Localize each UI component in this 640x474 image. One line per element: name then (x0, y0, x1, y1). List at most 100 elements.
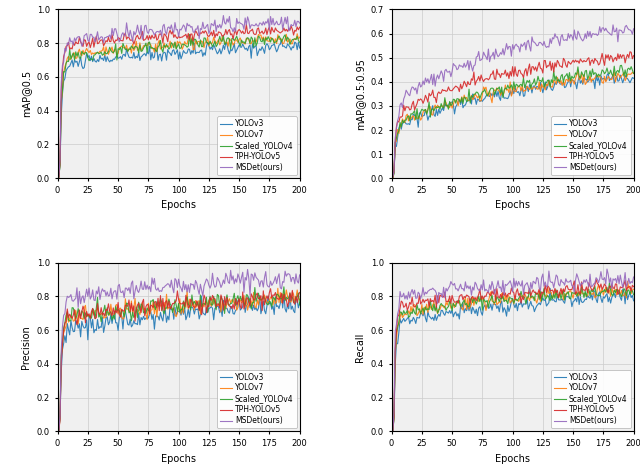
MSDet(ours) (70, 42, 77, 47)
Legend: YOLOv3, YOLOv7, Scaled_YOLOv4, TPH-YOLOv5, MSDet(ours): YOLOv3, YOLOv7, Scaled_YOLOv4, TPH-YOLOv… (551, 370, 630, 428)
YOLOv7 (65, 319, 72, 325)
Line: TPH-YOLOv5: TPH-YOLOv5 (393, 280, 634, 431)
YOLOv7 (55, 428, 63, 434)
YOLOv3 (285, 43, 292, 48)
YOLOv3 (611, 291, 618, 296)
MSDet(ours) (399, 105, 406, 110)
TPH-YOLOv5 (119, 38, 127, 44)
MSDet(ours) (276, 21, 284, 27)
YOLOv7 (389, 428, 397, 434)
TPH-YOLOv5 (243, 21, 250, 27)
Y-axis label: Precision: Precision (21, 325, 31, 369)
YOLOv7 (285, 298, 292, 304)
Scaled_YOLOv4 (280, 284, 288, 290)
TPH-YOLOv5 (434, 293, 442, 299)
MSDet(ours) (434, 301, 442, 306)
MSDet(ours) (609, 22, 617, 27)
Scaled_YOLOv4 (618, 63, 625, 68)
Line: YOLOv3: YOLOv3 (393, 288, 634, 431)
MSDet(ours) (296, 20, 303, 26)
YOLOv7 (618, 288, 625, 293)
MSDet(ours) (453, 67, 461, 73)
Scaled_YOLOv4 (296, 39, 303, 45)
Scaled_YOLOv4 (55, 428, 63, 434)
Scaled_YOLOv4 (100, 51, 108, 57)
TPH-YOLOv5 (70, 40, 77, 46)
YOLOv3 (275, 306, 283, 311)
Scaled_YOLOv4 (453, 299, 461, 305)
YOLOv3 (100, 58, 108, 64)
YOLOv7 (453, 98, 461, 103)
TPH-YOLOv5 (626, 49, 634, 55)
Scaled_YOLOv4 (619, 67, 627, 73)
Legend: YOLOv3, YOLOv7, Scaled_YOLOv4, TPH-YOLOv5, MSDet(ours): YOLOv3, YOLOv7, Scaled_YOLOv4, TPH-YOLOv… (551, 117, 630, 175)
Scaled_YOLOv4 (296, 302, 303, 308)
Line: YOLOv7: YOLOv7 (59, 34, 300, 177)
YOLOv7 (624, 278, 632, 284)
Scaled_YOLOv4 (285, 36, 292, 42)
TPH-YOLOv5 (55, 175, 63, 181)
Scaled_YOLOv4 (65, 59, 72, 64)
YOLOv7 (611, 69, 618, 75)
YOLOv3 (285, 306, 292, 312)
TPH-YOLOv5 (276, 30, 284, 36)
Legend: YOLOv3, YOLOv7, Scaled_YOLOv4, TPH-YOLOv5, MSDet(ours): YOLOv3, YOLOv7, Scaled_YOLOv4, TPH-YOLOv… (218, 370, 296, 428)
MSDet(ours) (55, 428, 63, 434)
YOLOv7 (630, 286, 637, 292)
YOLOv3 (65, 327, 72, 332)
MSDet(ours) (403, 90, 411, 95)
TPH-YOLOv5 (55, 428, 63, 434)
Line: YOLOv7: YOLOv7 (59, 288, 300, 431)
Line: TPH-YOLOv5: TPH-YOLOv5 (59, 289, 300, 431)
TPH-YOLOv5 (296, 290, 303, 295)
MSDet(ours) (285, 28, 292, 34)
YOLOv7 (65, 54, 72, 59)
YOLOv3 (399, 120, 406, 126)
Scaled_YOLOv4 (276, 36, 284, 41)
TPH-YOLOv5 (630, 53, 637, 58)
MSDet(ours) (65, 294, 72, 300)
Line: TPH-YOLOv5: TPH-YOLOv5 (59, 24, 300, 178)
YOLOv3 (630, 298, 637, 304)
TPH-YOLOv5 (434, 91, 442, 97)
YOLOv3 (55, 428, 63, 434)
TPH-YOLOv5 (276, 295, 284, 301)
YOLOv7 (293, 31, 301, 36)
YOLOv3 (619, 287, 627, 292)
TPH-YOLOv5 (100, 43, 108, 49)
YOLOv7 (100, 44, 108, 50)
TPH-YOLOv5 (100, 310, 108, 316)
Line: MSDet(ours): MSDet(ours) (393, 25, 634, 177)
Y-axis label: mAP@0.5:0.95: mAP@0.5:0.95 (355, 58, 365, 130)
YOLOv3 (119, 52, 127, 58)
Scaled_YOLOv4 (611, 287, 618, 293)
Y-axis label: Recall: Recall (355, 332, 365, 362)
Line: Scaled_YOLOv4: Scaled_YOLOv4 (59, 287, 300, 431)
MSDet(ours) (389, 428, 397, 434)
TPH-YOLOv5 (399, 113, 406, 119)
TPH-YOLOv5 (592, 277, 600, 283)
MSDet(ours) (244, 266, 252, 272)
X-axis label: Epochs: Epochs (161, 454, 196, 464)
Scaled_YOLOv4 (399, 312, 406, 318)
YOLOv7 (275, 36, 283, 42)
Line: Scaled_YOLOv4: Scaled_YOLOv4 (59, 35, 300, 178)
YOLOv7 (403, 311, 411, 317)
YOLOv7 (619, 72, 627, 77)
Scaled_YOLOv4 (434, 105, 442, 110)
TPH-YOLOv5 (119, 308, 127, 314)
TPH-YOLOv5 (618, 55, 625, 61)
YOLOv3 (399, 318, 406, 324)
YOLOv7 (119, 316, 127, 322)
YOLOv7 (434, 311, 442, 317)
MSDet(ours) (611, 277, 618, 283)
MSDet(ours) (603, 266, 611, 272)
Scaled_YOLOv4 (403, 308, 411, 313)
YOLOv7 (609, 290, 617, 296)
YOLOv7 (70, 50, 77, 56)
YOLOv3 (547, 285, 554, 291)
Scaled_YOLOv4 (605, 280, 613, 286)
TPH-YOLOv5 (609, 59, 617, 65)
Legend: YOLOv3, YOLOv7, Scaled_YOLOv4, TPH-YOLOv5, MSDet(ours): YOLOv3, YOLOv7, Scaled_YOLOv4, TPH-YOLOv… (218, 117, 296, 175)
YOLOv3 (70, 329, 77, 335)
